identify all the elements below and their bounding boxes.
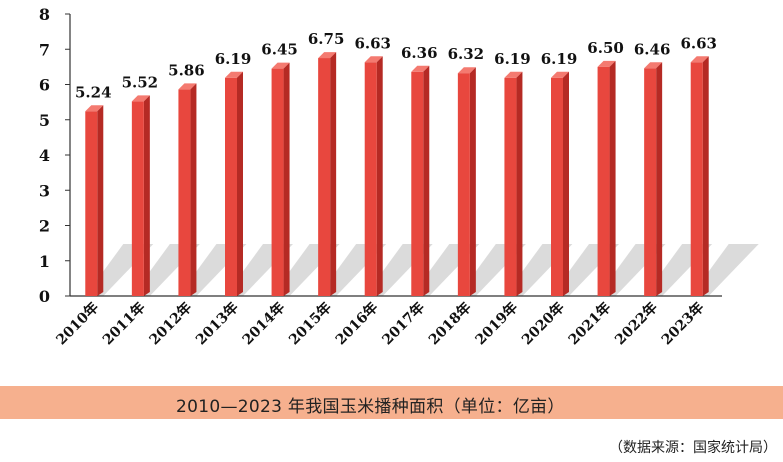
bar-side (190, 83, 197, 296)
y-tick-label: 3 (39, 181, 50, 200)
bar (85, 111, 98, 296)
x-tick-label: 2022年 (611, 299, 660, 348)
x-tick-label: 2010年 (53, 299, 102, 348)
value-label: 5.52 (122, 73, 159, 91)
bars (85, 52, 709, 297)
y-tick-label: 1 (39, 252, 50, 271)
bar (131, 101, 144, 296)
value-label: 6.63 (354, 34, 391, 52)
bar-side (516, 71, 523, 297)
y-tick-label: 2 (39, 217, 50, 236)
bar-top (271, 62, 290, 69)
value-label: 6.45 (261, 41, 298, 59)
x-tick-labels: 2010年2011年2012年2013年2014年2015年2016年2017年… (53, 299, 708, 348)
x-tick-label: 2013年 (192, 299, 241, 348)
caption-bar (0, 386, 783, 419)
bar (551, 77, 563, 297)
bar-side (702, 56, 709, 297)
y-tick-label: 6 (39, 76, 50, 95)
x-tick-label: 2023年 (658, 299, 707, 348)
bar (457, 73, 470, 296)
bar (318, 58, 331, 296)
value-label: 6.75 (308, 30, 345, 48)
x-tick-label: 2016年 (332, 299, 381, 348)
bar (597, 66, 610, 296)
x-tick-label: 2011年 (99, 299, 148, 348)
bar-side (283, 62, 290, 297)
x-tick-label: 2015年 (285, 299, 334, 348)
bar-side (143, 95, 150, 296)
bar-side (563, 71, 569, 297)
x-tick-label: 2017年 (379, 299, 428, 348)
y-ticks: 0 1 2 3 4 5 6 7 8 (39, 5, 70, 306)
x-tick-label: 2014年 (239, 299, 288, 348)
value-label: 6.19 (494, 50, 531, 68)
bar-side (376, 56, 383, 297)
bar-top (644, 62, 663, 69)
value-label: 6.36 (401, 44, 438, 62)
bar (271, 68, 284, 296)
value-label: 6.50 (587, 39, 624, 57)
x-tick-label: 2018年 (425, 299, 474, 348)
value-labels: 5.24 5.52 5.86 6.19 6.45 6.75 6.63 6.36 6.32 6.19… (75, 30, 717, 101)
bar (690, 62, 703, 297)
bar (178, 89, 191, 296)
y-tick-label: 0 (39, 287, 50, 306)
value-label: 6.46 (634, 40, 671, 58)
bar-side (237, 71, 243, 297)
y-tick-label: 7 (39, 40, 50, 59)
bar (225, 77, 237, 297)
data-source: （数据来源：国家统计局） (609, 440, 777, 456)
x-tick-label: 2012年 (146, 299, 195, 348)
x-tick-label: 2021年 (565, 299, 614, 348)
value-label: 6.63 (680, 34, 717, 52)
bar (644, 68, 657, 296)
x-tick-label: 2019年 (472, 299, 521, 348)
bar-side (609, 60, 616, 296)
bar-side (469, 67, 476, 296)
value-label: 6.32 (448, 45, 485, 63)
bar-side (656, 62, 663, 296)
bar (364, 62, 377, 297)
value-label: 6.19 (215, 50, 252, 68)
y-tick-label: 8 (39, 5, 50, 24)
y-tick-label: 4 (39, 146, 50, 165)
x-tick-label: 2020年 (518, 299, 567, 348)
value-label: 5.24 (75, 83, 112, 101)
bar-side (97, 105, 104, 296)
bar (504, 77, 517, 297)
value-label: 5.86 (168, 61, 205, 79)
chart-caption: 2010—2023 年我国玉米播种面积（单位：亿亩） (176, 397, 565, 417)
value-label: 6.19 (541, 50, 578, 68)
bar (411, 71, 424, 296)
y-tick-label: 5 (39, 111, 50, 130)
bar-chart: 0 1 2 3 4 5 6 7 8 5.24 5.52 5.86 6.19 6.45 6.75 6.63 6.… (39, 5, 759, 348)
bar-side (423, 65, 430, 296)
bar-side (330, 52, 337, 296)
